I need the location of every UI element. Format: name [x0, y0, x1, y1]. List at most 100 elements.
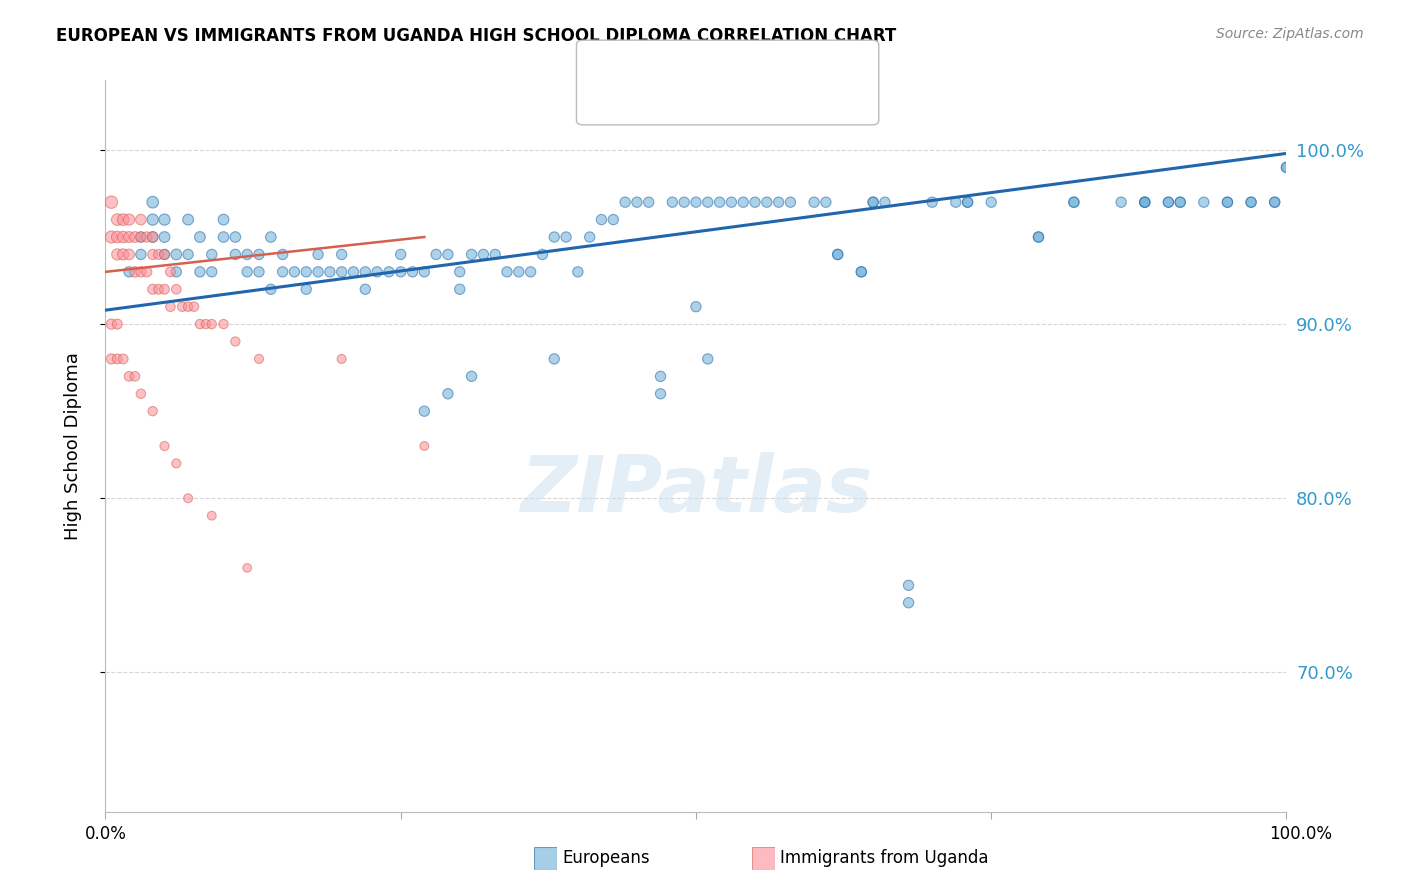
Point	[779, 195, 801, 210]
Point	[112, 351, 135, 366]
Point	[319, 265, 342, 279]
Y-axis label: High School Diploma: High School Diploma	[63, 352, 82, 540]
Text: 0.0%: 0.0%	[84, 825, 127, 843]
Text: R =: R =	[621, 57, 661, 75]
Text: R =: R =	[621, 90, 661, 108]
Point	[437, 386, 460, 401]
Point	[709, 195, 731, 210]
Point	[148, 282, 170, 296]
Point	[956, 195, 979, 210]
Point	[118, 230, 141, 244]
Point	[105, 212, 128, 227]
Point	[165, 265, 187, 279]
Point	[201, 247, 224, 261]
Point	[389, 247, 412, 261]
Text: N =: N =	[731, 90, 770, 108]
Point	[124, 265, 146, 279]
Point	[626, 195, 648, 210]
Point	[673, 195, 696, 210]
Point	[389, 265, 412, 279]
Point	[354, 282, 377, 296]
Point	[188, 265, 211, 279]
Point	[100, 230, 122, 244]
Point	[1168, 195, 1191, 210]
Point	[236, 265, 259, 279]
Text: Immigrants from Uganda: Immigrants from Uganda	[780, 849, 988, 867]
Point	[543, 351, 565, 366]
Point	[744, 195, 766, 210]
Point	[1063, 195, 1085, 210]
Point	[153, 247, 176, 261]
Text: Europeans: Europeans	[562, 849, 650, 867]
Point	[224, 230, 246, 244]
Point	[129, 247, 152, 261]
Point	[637, 195, 659, 210]
Point	[165, 282, 187, 296]
Point	[129, 230, 152, 244]
Point	[1157, 195, 1180, 210]
Point	[945, 195, 967, 210]
Point	[100, 317, 122, 331]
Point	[295, 265, 318, 279]
Point	[165, 457, 187, 471]
Text: 123: 123	[770, 57, 808, 75]
Point	[153, 282, 176, 296]
Point	[1275, 161, 1298, 175]
Point	[330, 247, 353, 261]
Point	[862, 195, 884, 210]
Point	[260, 282, 283, 296]
Point	[153, 247, 176, 261]
Point	[105, 230, 128, 244]
Point	[1240, 195, 1263, 210]
Point	[768, 195, 790, 210]
Text: Source: ZipAtlas.com: Source: ZipAtlas.com	[1216, 27, 1364, 41]
Point	[142, 230, 165, 244]
Point	[567, 265, 589, 279]
Point	[1028, 230, 1050, 244]
Point	[201, 265, 224, 279]
Point	[129, 212, 152, 227]
Point	[307, 247, 329, 261]
Point	[508, 265, 530, 279]
Text: 0.308: 0.308	[665, 57, 723, 75]
Point	[188, 230, 211, 244]
Point	[236, 561, 259, 575]
Point	[112, 230, 135, 244]
Point	[851, 265, 873, 279]
Text: 100.0%: 100.0%	[1270, 825, 1331, 843]
Point	[449, 265, 471, 279]
Point	[1240, 195, 1263, 210]
Point	[177, 491, 200, 506]
Point	[271, 247, 294, 261]
Point	[1216, 195, 1239, 210]
Point	[614, 195, 637, 210]
Point	[124, 230, 146, 244]
Point	[124, 369, 146, 384]
Point	[330, 351, 353, 366]
Point	[1028, 230, 1050, 244]
Point	[260, 230, 283, 244]
Point	[1157, 195, 1180, 210]
Point	[135, 265, 157, 279]
Point	[142, 247, 165, 261]
Point	[342, 265, 364, 279]
Point	[118, 265, 141, 279]
Text: 53: 53	[770, 90, 796, 108]
Point	[555, 230, 578, 244]
Point	[159, 300, 181, 314]
Point	[172, 300, 194, 314]
Point	[1063, 195, 1085, 210]
Point	[142, 195, 165, 210]
Point	[129, 386, 152, 401]
Point	[650, 386, 672, 401]
Point	[212, 317, 235, 331]
Point	[112, 247, 135, 261]
Point	[366, 265, 388, 279]
Point	[1133, 195, 1156, 210]
Point	[1264, 195, 1286, 210]
Text: EUROPEAN VS IMMIGRANTS FROM UGANDA HIGH SCHOOL DIPLOMA CORRELATION CHART: EUROPEAN VS IMMIGRANTS FROM UGANDA HIGH …	[56, 27, 897, 45]
Point	[956, 195, 979, 210]
Point	[118, 369, 141, 384]
Point	[153, 212, 176, 227]
Point	[159, 265, 181, 279]
